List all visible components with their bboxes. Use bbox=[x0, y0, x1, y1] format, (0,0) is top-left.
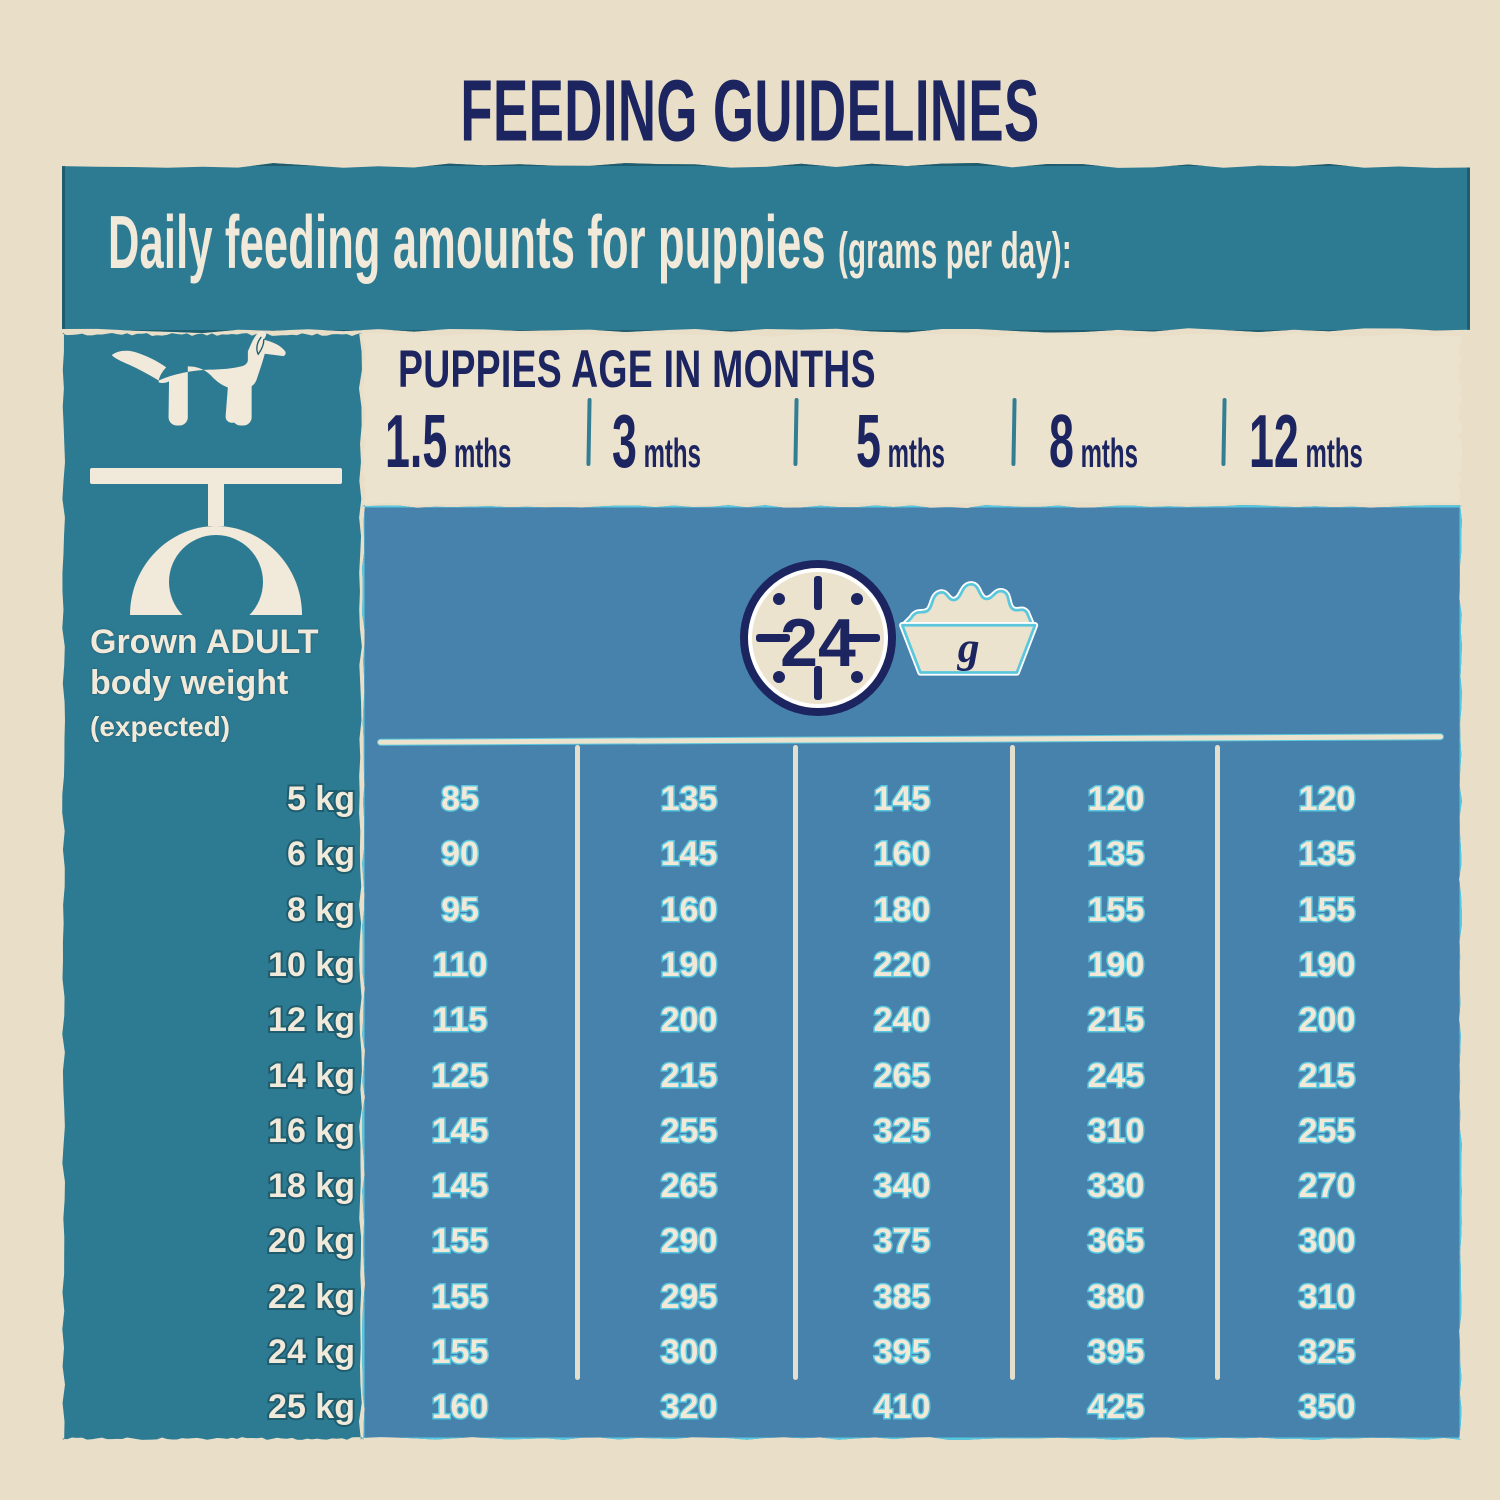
svg-text:24: 24 bbox=[780, 605, 856, 681]
svg-text:g: g bbox=[957, 624, 980, 672]
